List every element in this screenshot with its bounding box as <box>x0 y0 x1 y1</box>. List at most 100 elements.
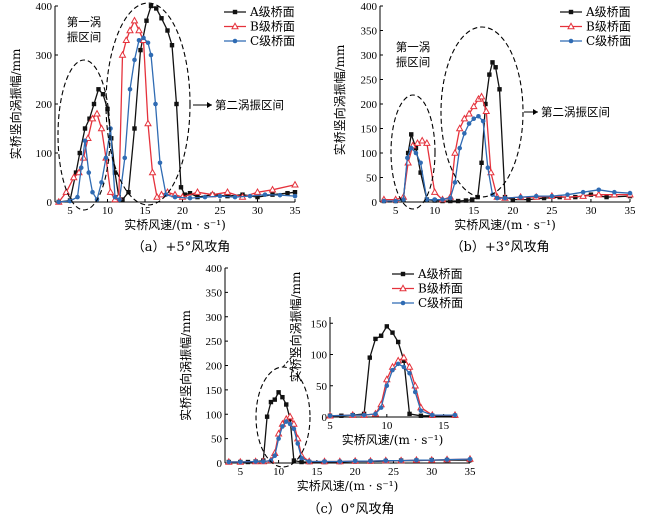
data-point <box>157 160 163 166</box>
panel-caption: （b）+3°风攻角 <box>451 240 550 255</box>
y-tick-label: 50 <box>366 173 378 185</box>
inset-data-point <box>401 358 407 363</box>
data-point <box>368 458 373 464</box>
data-point <box>526 197 531 202</box>
inset-data-point <box>452 412 458 418</box>
data-point <box>604 194 609 200</box>
data-point <box>612 189 617 195</box>
x-tick-label: 5 <box>238 466 244 478</box>
data-point <box>290 419 298 427</box>
data-point <box>112 170 118 175</box>
data-point <box>291 426 297 432</box>
series-a <box>381 60 633 204</box>
data-point <box>138 47 143 53</box>
x-tick-label: 20 <box>350 466 362 478</box>
x-tick-label: 25 <box>215 205 227 217</box>
data-point <box>56 199 62 205</box>
data-point <box>182 192 187 197</box>
data-point <box>471 116 477 121</box>
data-point <box>462 131 467 136</box>
data-point <box>78 165 84 170</box>
data-point <box>82 126 88 131</box>
data-point <box>494 195 500 201</box>
chart-panel-2: 5 10 15 20 25 30 35050100150200250300350400实桥风… <box>332 1 636 255</box>
inset-data-point <box>418 408 424 414</box>
data-point <box>268 399 274 405</box>
data-point <box>594 190 603 198</box>
data-point <box>141 35 146 41</box>
data-point <box>409 132 414 137</box>
vortex-zone-ellipse <box>440 26 524 198</box>
y-axis-label: 实桥竖向涡振幅/mm <box>332 44 347 155</box>
x-tick-label: 20 <box>507 205 519 217</box>
data-point <box>97 124 106 132</box>
inset-data-point <box>405 362 414 370</box>
series-line <box>58 36 296 203</box>
inset-data-point <box>407 411 412 417</box>
data-point <box>565 192 570 197</box>
series-line <box>383 115 631 202</box>
data-point <box>178 185 184 190</box>
data-point <box>286 412 294 420</box>
inset-data-point <box>401 364 407 370</box>
data-point <box>432 197 437 202</box>
legend-marker <box>232 9 238 15</box>
y-tick-label: 150 <box>206 385 223 397</box>
legend-label: B级桥面 <box>586 20 631 34</box>
inset-x-tick-label: 5 <box>327 420 333 432</box>
data-point <box>295 441 301 446</box>
inset-data-point <box>350 412 356 418</box>
legend-label: C级桥面 <box>586 34 631 48</box>
inset-y-tick-label: 0 <box>322 412 328 424</box>
data-point <box>103 155 109 161</box>
data-point <box>122 155 128 161</box>
data-point <box>465 109 473 117</box>
data-point <box>448 195 453 201</box>
data-point <box>118 50 127 58</box>
data-point <box>226 459 232 465</box>
vortex-zone-ellipse <box>57 59 111 211</box>
legend-label: C级桥面 <box>418 296 463 310</box>
data-point <box>482 107 491 115</box>
data-point <box>272 453 278 458</box>
data-point <box>93 109 101 117</box>
x-tick-label: 30 <box>426 466 438 478</box>
y-tick-label: 200 <box>361 99 378 111</box>
series-line <box>383 60 631 202</box>
data-point <box>487 72 492 77</box>
legend-marker <box>568 38 574 44</box>
data-point <box>82 138 88 144</box>
data-point <box>588 192 594 197</box>
x-tick-label: 15 <box>311 466 323 478</box>
x-tick-label: 25 <box>546 205 558 217</box>
inset-data-point <box>407 370 412 376</box>
data-point <box>404 158 412 166</box>
data-point <box>292 190 298 195</box>
x-tick-label: 30 <box>252 205 264 217</box>
inset-data-point <box>400 353 408 361</box>
inset-data-point <box>429 412 435 418</box>
chart-panel-3: 5 10 15 20 25 30 35050100150200250300350400实桥风… <box>178 263 476 517</box>
data-point <box>253 459 258 464</box>
data-point <box>126 190 131 195</box>
legend-marker <box>400 300 406 306</box>
inset-data-point <box>367 355 372 360</box>
data-point <box>88 114 97 122</box>
inset-data-point <box>395 339 401 345</box>
y-tick-label: 100 <box>361 148 378 160</box>
data-point <box>202 194 208 200</box>
x-tick-label: 10 <box>429 205 441 217</box>
data-point <box>451 148 459 156</box>
data-point <box>145 40 151 46</box>
x-tick-label: 5 <box>67 205 73 217</box>
data-point <box>280 424 285 429</box>
data-point <box>122 36 131 43</box>
data-point <box>187 195 193 201</box>
y-tick-label: 300 <box>36 50 53 62</box>
data-point <box>383 458 389 463</box>
x-tick-label: 15 <box>140 205 152 217</box>
data-point <box>144 119 152 127</box>
data-point <box>580 189 586 195</box>
